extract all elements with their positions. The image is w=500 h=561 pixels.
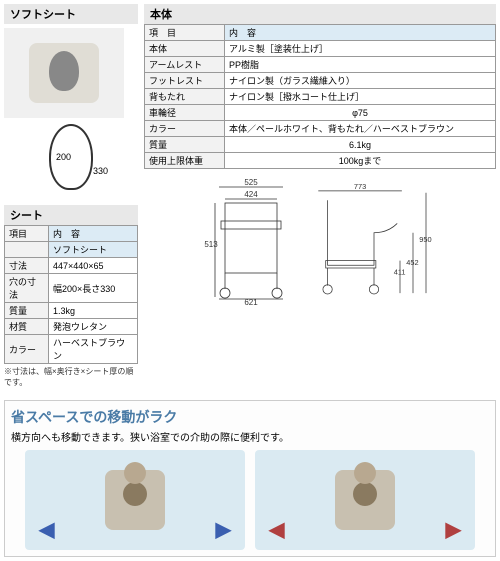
arrow-left-icon: ◀ (39, 517, 54, 542)
bottom-section: 省スペースでの移動がラク 横方向へも移動できます。狭い浴室での介助の際に便利です… (4, 400, 496, 557)
arrow-left-icon: ◀ (269, 517, 284, 542)
bottom-title: 省スペースでの移動がラク (11, 407, 489, 427)
hole-height: 330 (93, 166, 108, 176)
side-view: 773 950 452 411 (309, 177, 439, 307)
svg-text:513: 513 (204, 240, 218, 249)
hole-diagram: 200 330 (36, 124, 106, 199)
seat-table: 項目内 容 ソフトシート 寸法447×440×65 穴の寸法幅200×長さ330… (4, 225, 138, 364)
body-table-header: 本体 (144, 4, 496, 24)
svg-text:452: 452 (406, 258, 418, 267)
svg-text:950: 950 (419, 235, 431, 244)
svg-text:424: 424 (244, 190, 258, 199)
arrow-right-icon: ▶ (216, 517, 231, 542)
seat-note: ※寸法は、幅×奥行き×シート厚の順です。 (4, 366, 138, 388)
bottom-subtitle: 横方向へも移動できます。狭い浴室での介助の際に便利です。 (11, 429, 489, 444)
body-table: 項 目内 容 本体アルミ製［塗装仕上げ］ アームレストPP樹脂 フットレストナイ… (144, 24, 496, 169)
svg-text:773: 773 (354, 182, 366, 191)
arrow-right-icon: ▶ (446, 517, 461, 542)
soft-seat-header: ソフトシート (4, 4, 138, 24)
seat-photo (4, 28, 124, 118)
illustration-left: ◀ ▶ (25, 450, 245, 550)
hole-width: 200 (56, 152, 71, 162)
illustration-right: ◀ ▶ (255, 450, 475, 550)
front-view: 525 424 513 621 (201, 177, 301, 307)
dimension-diagrams: 525 424 513 621 773 (144, 177, 496, 307)
svg-text:525: 525 (244, 178, 258, 187)
seat-table-header: シート (4, 205, 138, 225)
